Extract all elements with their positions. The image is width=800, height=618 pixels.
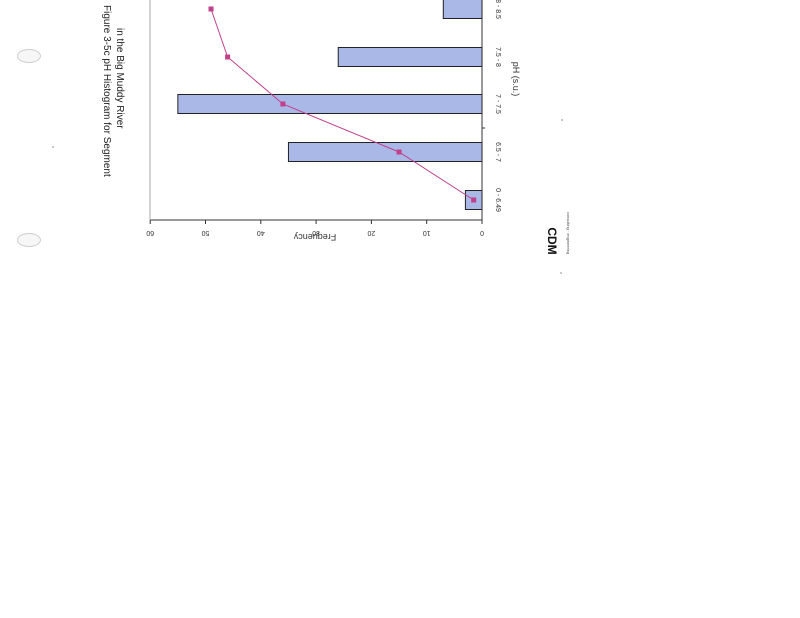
x-tick-label: 8 - 8.5 — [494, 0, 501, 19]
histogram-bar — [337, 47, 483, 67]
line-point — [471, 197, 477, 203]
line-point — [280, 101, 286, 107]
y-tick-label: 20 — [367, 229, 375, 236]
line-point — [225, 54, 231, 60]
x-tick-label: 7 - 7.5 — [494, 94, 501, 114]
scan-speck — [52, 146, 54, 148]
x-tick-label: 6.5 - 7 — [494, 142, 501, 162]
x-tick-label: 7.5 - 8 — [494, 47, 501, 67]
y-tick-label: 40 — [257, 229, 265, 236]
company-logo: CDM — [545, 227, 559, 254]
line-point — [396, 149, 402, 155]
y-axis-label: Frequency — [293, 232, 336, 242]
line-point — [208, 6, 214, 12]
punch-hole — [17, 49, 41, 63]
y-tick-label: 50 — [202, 229, 210, 236]
y-tick-label: 10 — [423, 229, 431, 236]
y-tick-label: 60 — [146, 229, 154, 236]
histogram-bar — [177, 94, 483, 114]
scan-speck — [560, 272, 562, 274]
y-tick-label: 30 — [312, 229, 320, 236]
chart-subtitle: in the Big Muddy River — [114, 28, 125, 129]
y-tick-label: 0 — [480, 229, 484, 236]
histogram-bar — [442, 0, 483, 19]
histogram-bar — [287, 142, 483, 162]
punch-hole — [17, 233, 41, 247]
x-tick-label: 0 - 6.49 — [494, 188, 501, 212]
x-axis-label: pH (s.u.) — [511, 62, 521, 97]
logo-tagline: consulting · engineering — [566, 212, 571, 254]
chart-title: Figure 3-5c pH Histogram for Segment — [101, 5, 112, 177]
scan-speck — [561, 119, 563, 121]
